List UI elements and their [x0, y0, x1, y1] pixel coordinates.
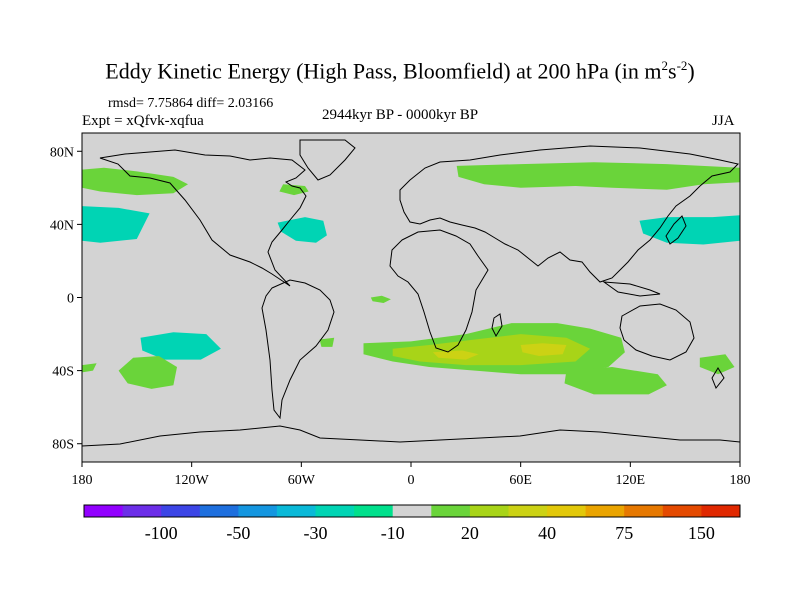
region-siberia-arctic: [456, 162, 740, 190]
colorbar-label: 20: [461, 523, 479, 543]
experiment-line: Expt = xQfvk-xqfua: [82, 113, 204, 129]
region-north-america-east-coast: [279, 184, 309, 196]
coastline-australia: [619, 303, 695, 361]
coastline-north-america: [99, 149, 307, 287]
y-tick-label: 80N: [50, 145, 74, 160]
colorbar-label: -100: [145, 523, 178, 543]
region-south-pacific-subtropics: [140, 332, 221, 360]
colorbar-swatch: [199, 505, 239, 517]
region-north-pacific-east: [82, 206, 150, 243]
region-equatorial-atlantic: [370, 295, 391, 303]
y-tick-label: 0: [67, 292, 74, 307]
region-indian-ocean-max-west: [432, 350, 479, 360]
region-south-pacific-west: [82, 363, 97, 373]
colorbar-swatch: [431, 505, 471, 517]
x-tick-label: 180: [730, 473, 751, 488]
region-indian-ocean-max-east: [520, 343, 567, 356]
colorbar-swatch: [547, 505, 587, 517]
stats-line: rmsd= 7.75864 diff= 2.03166: [108, 96, 274, 111]
colorbar-swatch: [84, 505, 124, 517]
colorbar-swatch: [585, 505, 625, 517]
colorbar-swatch: [701, 505, 741, 517]
x-tick-label: 120E: [616, 473, 646, 488]
coastline-greenland: [299, 139, 356, 181]
coastline-south-america: [261, 279, 335, 420]
chart-title: Eddy Kinetic Energy (High Pass, Bloomfie…: [105, 58, 695, 84]
x-tick-label: 0: [408, 473, 415, 488]
colorbar-label: -10: [381, 523, 405, 543]
x-tick-label: 60E: [509, 473, 532, 488]
region-east-asia-pacific: [639, 215, 740, 245]
colorbar-swatch: [354, 505, 394, 517]
colorbar-label: -30: [304, 523, 328, 543]
coastline-eurasia: [399, 145, 739, 283]
colorbar-swatch: [469, 505, 509, 517]
coastline-indonesia: [602, 281, 661, 297]
y-tick-label: 40S: [52, 365, 74, 380]
colorbar-swatch: [392, 505, 432, 517]
x-tick-label: 120W: [175, 473, 210, 488]
colorbar-swatch: [238, 505, 278, 517]
colorbar-label: 75: [615, 523, 633, 543]
coastline-antarctica: [81, 425, 741, 447]
period-line: 2944kyr BP - 0000kyr BP: [322, 107, 479, 123]
region-south-america-east: [319, 337, 335, 347]
x-tick-label: 60W: [288, 473, 316, 488]
colorbar-swatch: [276, 505, 316, 517]
colorbar: -100 -50 -30 -10 20 40 75 150: [83, 504, 741, 543]
region-north-atlantic: [277, 217, 327, 243]
colorbar-swatch: [122, 505, 162, 517]
season-label: JJA: [712, 113, 735, 129]
coastline-new-zealand: [711, 367, 725, 389]
colorbar-swatch: [624, 505, 664, 517]
y-tick-label: 40N: [50, 218, 74, 233]
region-new-zealand-east: [699, 354, 735, 375]
colorbar-label: 40: [538, 523, 556, 543]
x-tick-label: 180: [72, 473, 93, 488]
coastline-africa: [389, 229, 489, 353]
region-southern-ocean-pacific: [118, 356, 177, 389]
y-tick-label: 80S: [52, 438, 74, 453]
colorbar-swatch: [508, 505, 548, 517]
colorbar-label: 150: [688, 523, 715, 543]
coastline-madagascar: [491, 313, 503, 338]
region-southern-ocean-australia: [564, 367, 667, 395]
colorbar-swatch: [315, 505, 355, 517]
axis-ticks: 180 120W 60W 0 60E 120E 180 80N 40N 0 40S 80S: [50, 145, 751, 488]
colorbar-label: -50: [226, 523, 250, 543]
region-north-pacific-storm-track: [82, 167, 188, 196]
colorbar-swatch: [161, 505, 201, 517]
colorbar-swatch: [662, 505, 702, 517]
coastlines: [81, 139, 741, 447]
colorbar-frame: [83, 504, 741, 518]
anomaly-regions: [82, 162, 740, 395]
coastline-japan: [665, 215, 687, 245]
